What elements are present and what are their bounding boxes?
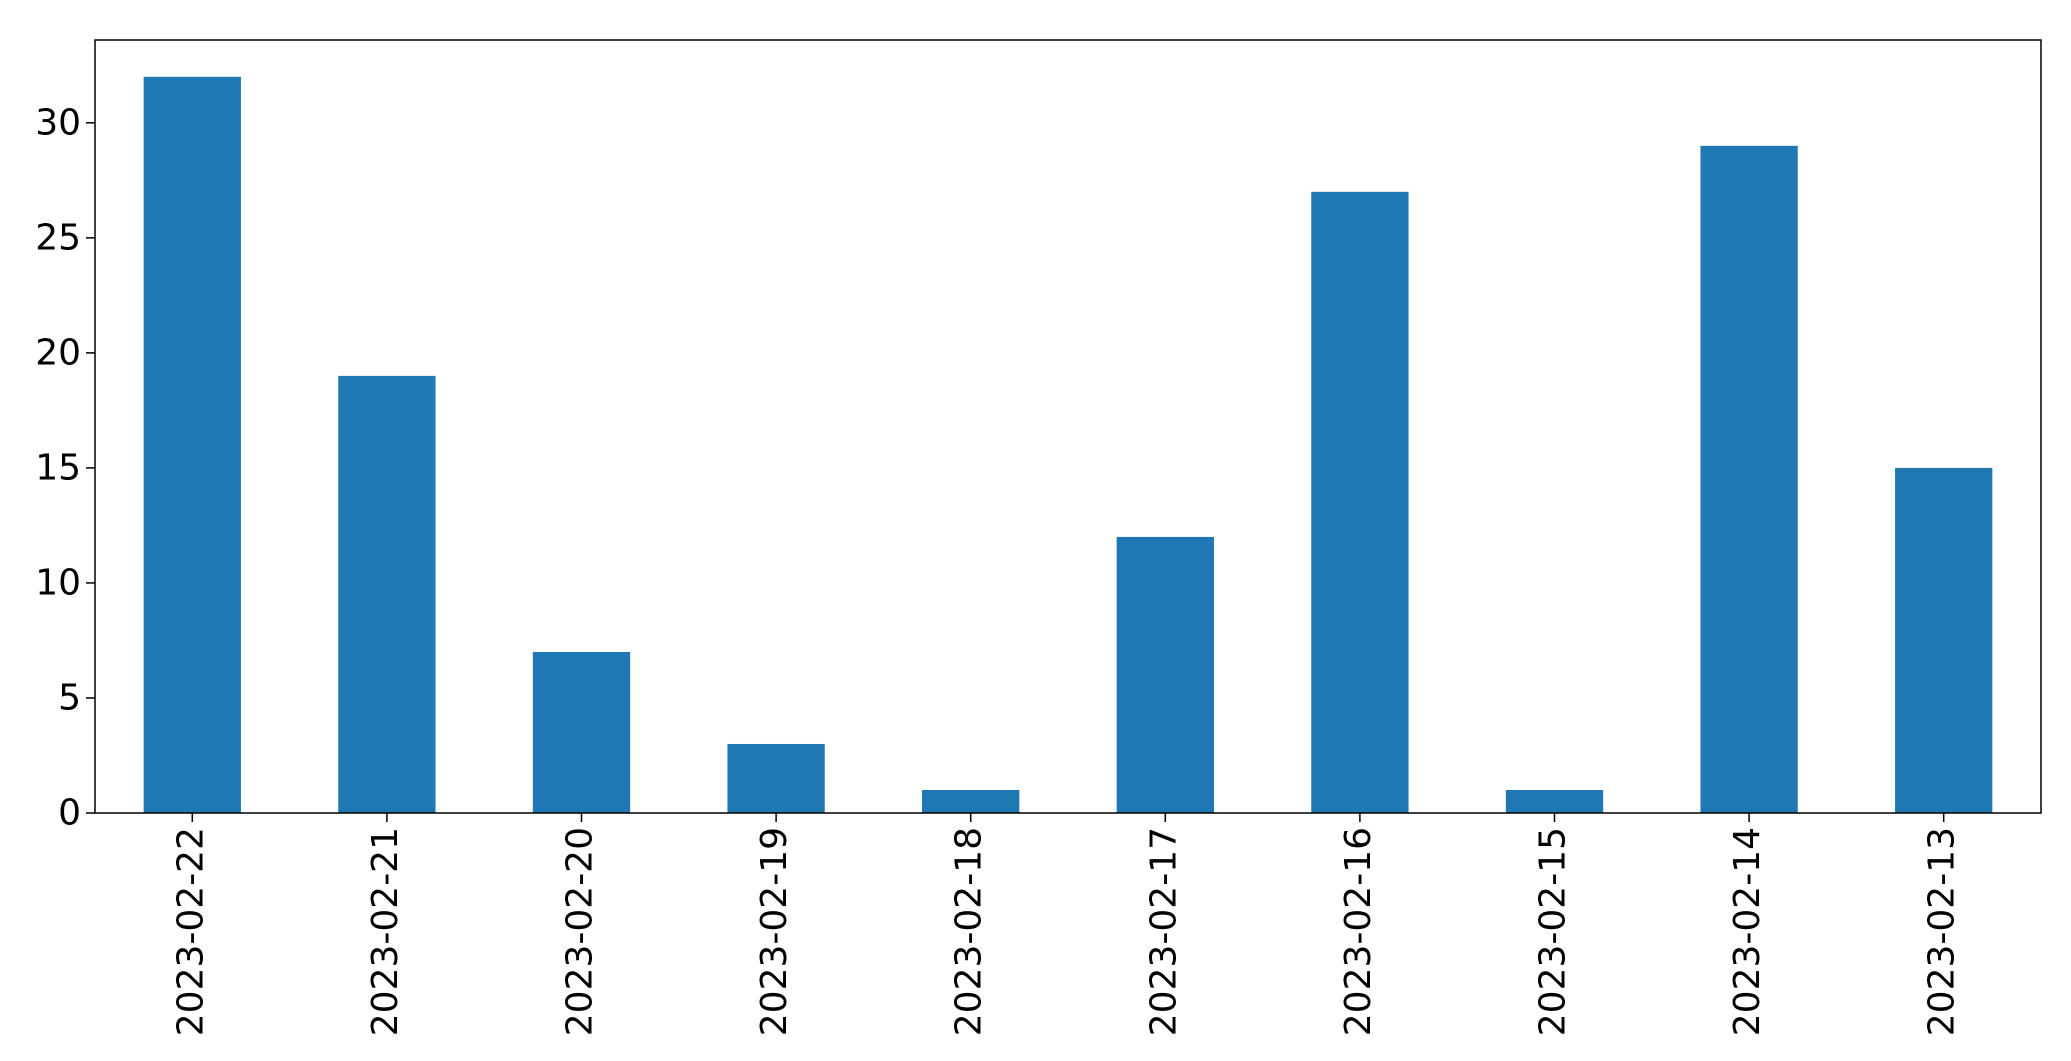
y-tick-label: 5 (58, 677, 81, 718)
y-axis: 0 5 10 15 20 25 30 (35, 102, 95, 834)
plot-frame (94, 39, 2042, 814)
bar-2023-02-15 (1505, 789, 1604, 813)
bar-2023-02-16 (1311, 191, 1409, 813)
y-tick-label: 20 (35, 332, 81, 373)
y-tick-label: 30 (35, 102, 81, 143)
bar-2023-02-18 (922, 789, 1020, 813)
x-tick-label: 2023-02-21 (365, 827, 406, 1036)
bars-group (143, 76, 1993, 814)
x-tick-label: 2023-02-15 (1533, 827, 1574, 1036)
y-tick-label: 25 (35, 217, 81, 258)
bar-2023-02-14 (1700, 145, 1798, 813)
x-tick-label: 2023-02-14 (1727, 827, 1768, 1036)
bar-2023-02-20 (532, 651, 631, 813)
x-tick-label: 2023-02-18 (949, 827, 990, 1036)
bar-2023-02-22 (143, 76, 241, 814)
bar-2023-02-17 (1116, 536, 1214, 813)
bar-2023-02-21 (338, 375, 436, 813)
x-tick-label: 2023-02-20 (560, 827, 601, 1036)
y-tick-label: 0 (58, 793, 81, 834)
x-tick-label: 2023-02-13 (1922, 827, 1963, 1036)
y-tick-label: 15 (35, 447, 81, 488)
x-tick-label: 2023-02-17 (1143, 827, 1184, 1036)
x-axis: 2023-02-22 2023-02-21 2023-02-20 2023-02-19… (170, 813, 1963, 1036)
x-tick-label: 2023-02-22 (170, 827, 211, 1036)
bar-2023-02-13 (1895, 467, 1993, 813)
bar-2023-02-19 (727, 743, 825, 813)
x-tick-label: 2023-02-16 (1338, 827, 1379, 1036)
y-tick-label: 10 (35, 562, 81, 603)
x-tick-label: 2023-02-19 (754, 827, 795, 1036)
